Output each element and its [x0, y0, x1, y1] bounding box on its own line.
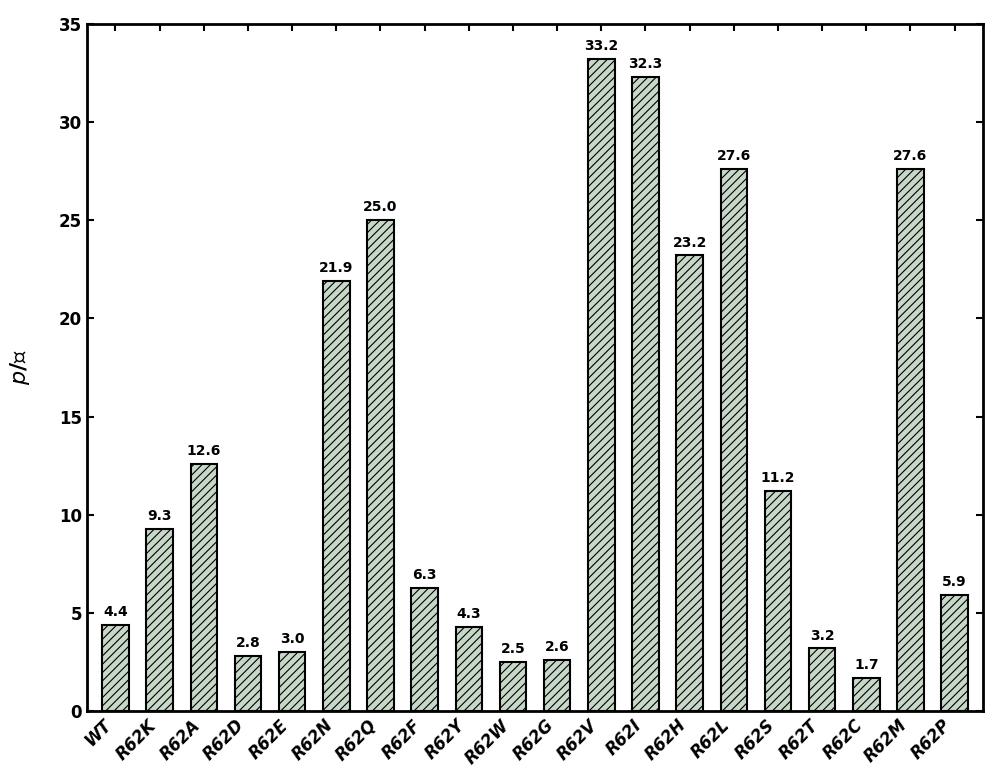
Text: 32.3: 32.3: [628, 56, 663, 71]
Text: 4.4: 4.4: [103, 605, 128, 619]
Text: 9.3: 9.3: [147, 509, 172, 523]
Text: 21.9: 21.9: [319, 261, 354, 275]
Bar: [456, 627, 482, 711]
Bar: [146, 528, 173, 711]
Bar: [588, 59, 615, 711]
Bar: [367, 220, 394, 711]
Bar: [676, 256, 703, 711]
Bar: [235, 656, 261, 711]
Bar: [102, 625, 129, 711]
Bar: [721, 169, 747, 711]
Text: 3.2: 3.2: [810, 629, 834, 643]
Bar: [809, 648, 835, 711]
Text: 2.8: 2.8: [236, 637, 260, 651]
Text: 23.2: 23.2: [672, 236, 707, 249]
Text: 11.2: 11.2: [761, 471, 795, 485]
Bar: [632, 77, 659, 711]
Text: 4.3: 4.3: [457, 607, 481, 621]
Text: $\it{p}$/值: $\it{p}$/值: [8, 350, 32, 386]
Bar: [941, 595, 968, 711]
Text: 27.6: 27.6: [893, 149, 928, 163]
Text: 33.2: 33.2: [584, 39, 618, 53]
Bar: [279, 652, 305, 711]
Bar: [191, 464, 217, 711]
Text: 25.0: 25.0: [363, 200, 398, 214]
Bar: [765, 492, 791, 711]
Bar: [411, 587, 438, 711]
Bar: [323, 281, 350, 711]
Text: 6.3: 6.3: [412, 568, 437, 582]
Text: 12.6: 12.6: [187, 444, 221, 458]
Text: 5.9: 5.9: [942, 575, 967, 590]
Bar: [897, 169, 924, 711]
Text: 27.6: 27.6: [717, 149, 751, 163]
Bar: [853, 678, 880, 711]
Bar: [500, 662, 526, 711]
Text: 2.5: 2.5: [501, 642, 525, 656]
Text: 3.0: 3.0: [280, 633, 304, 647]
Text: 2.6: 2.6: [545, 641, 569, 655]
Text: 1.7: 1.7: [854, 658, 879, 672]
Bar: [544, 660, 570, 711]
